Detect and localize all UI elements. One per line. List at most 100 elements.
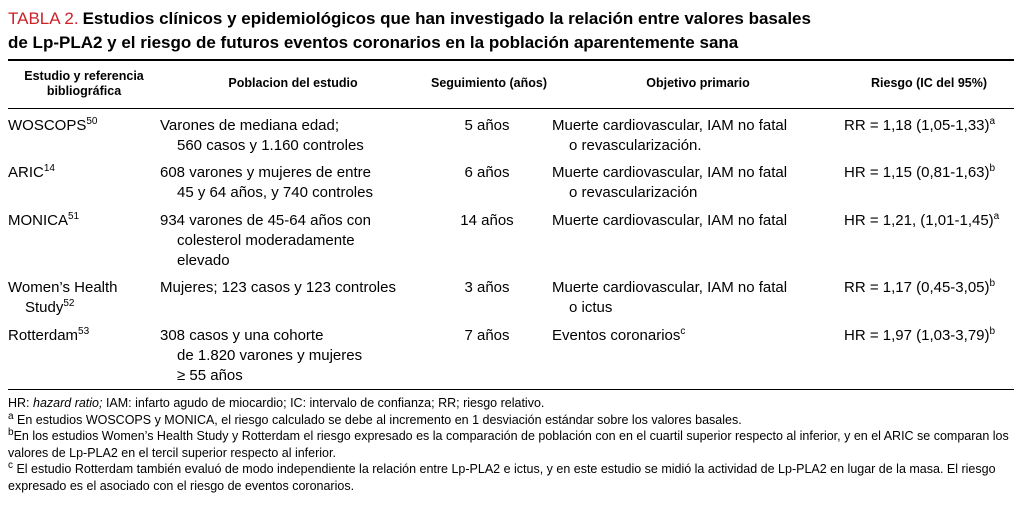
risk-ref: a bbox=[993, 211, 1000, 223]
risk-value: RR = 1,17 (0,45-3,05) bbox=[844, 279, 990, 297]
study-ref: 52 bbox=[63, 298, 75, 310]
risk-value: HR = 1,97 (1,03-3,79) bbox=[844, 327, 990, 345]
objective-cell: Muerte cardiovascular, IAM no fatal o ic… bbox=[552, 274, 844, 322]
population-line: de 1.820 varones y mujeres bbox=[177, 346, 363, 364]
table-title-part-1: Estudios clínicos y epidemiológicos que … bbox=[82, 9, 811, 28]
population-line: 608 varones y mujeres de entre bbox=[160, 164, 371, 182]
footnote-italic-text: hazard ratio; bbox=[33, 396, 103, 411]
table-row: MONICA51 934 varones de 45-64 años con c… bbox=[8, 207, 1014, 274]
objective-line: Muerte cardiovascular, IAM no fatal bbox=[552, 116, 788, 134]
risk-ref: b bbox=[989, 163, 996, 175]
footnotes: HR: hazard ratio; IAM: infarto agudo de … bbox=[8, 390, 1014, 494]
population-cell: Varones de mediana edad; 560 casos y 1.1… bbox=[160, 108, 426, 159]
risk-cell: HR = 1,21, (1,01-1,45)a bbox=[844, 207, 1014, 274]
study-cell: Rotterdam53 bbox=[8, 322, 160, 389]
objective-cell: Muerte cardiovascular, IAM no fatal o re… bbox=[552, 159, 844, 207]
header-row: Estudio y referencia bibliográfica Pobla… bbox=[8, 60, 1014, 109]
header-objective: Objetivo primario bbox=[552, 60, 844, 109]
risk-ref: b bbox=[989, 326, 996, 338]
risk-cell: RR = 1,18 (1,05-1,33)a bbox=[844, 108, 1014, 159]
bottom-divider bbox=[8, 389, 1014, 391]
study-ref: 50 bbox=[86, 115, 98, 127]
population-cell: Mujeres; 123 casos y 123 controles bbox=[160, 274, 426, 322]
followup-cell: 14 años bbox=[460, 212, 514, 230]
table-row: Women’s Health Study52 Mujeres; 123 caso… bbox=[8, 274, 1014, 322]
objective-line: Muerte cardiovascular, IAM no fatal bbox=[552, 164, 788, 182]
followup-cell: 3 años bbox=[464, 279, 510, 297]
table-row: Rotterdam53 308 casos y una cohorte de 1… bbox=[8, 322, 1014, 389]
footnote-text: HR: bbox=[8, 396, 33, 411]
footnote-text: En los estudios Women’s Health Study y R… bbox=[8, 429, 1009, 460]
objective-line: Muerte cardiovascular, IAM no fatal bbox=[552, 212, 788, 230]
followup-cell: 7 años bbox=[464, 327, 510, 345]
risk-ref: a bbox=[989, 115, 996, 127]
risk-cell: RR = 1,17 (0,45-3,05)b bbox=[844, 274, 1014, 322]
study-name: MONICA bbox=[8, 212, 68, 230]
table-row: ARIC14 608 varones y mujeres de entre 45… bbox=[8, 159, 1014, 207]
objective-cell: Eventos coronariosc bbox=[552, 322, 844, 389]
followup-cell: 6 años bbox=[464, 164, 510, 182]
paper-table-container: TABLA 2. Estudios clínicos y epidemiológi… bbox=[8, 7, 1014, 494]
objective-cell: Muerte cardiovascular, IAM no fatal bbox=[552, 207, 844, 274]
footnote-marker: c bbox=[8, 460, 13, 472]
risk-ref: b bbox=[989, 278, 996, 290]
population-line: 934 varones de 45-64 años con bbox=[160, 212, 371, 230]
risk-value: HR = 1,15 (0,81-1,63) bbox=[844, 164, 990, 182]
table-caption: TABLA 2. Estudios clínicos y epidemiológi… bbox=[8, 7, 1014, 55]
study-name: Rotterdam bbox=[8, 327, 79, 345]
footnote-text: IAM: infarto agudo de miocardio; IC: int… bbox=[102, 396, 545, 411]
footnote-marker: a bbox=[8, 410, 14, 422]
study-ref: 51 bbox=[68, 211, 80, 223]
objective-line: Eventos coronarios bbox=[552, 327, 681, 345]
footnote-c: c El estudio Rotterdam también evaluó de… bbox=[8, 461, 1014, 494]
risk-cell: HR = 1,15 (0,81-1,63)b bbox=[844, 159, 1014, 207]
table-number-label: TABLA 2. bbox=[8, 9, 79, 28]
study-cell: WOSCOPS50 bbox=[8, 108, 160, 159]
footnote-b: bEn los estudios Women’s Health Study y … bbox=[8, 428, 1014, 461]
followup-cell: 5 años bbox=[464, 116, 510, 134]
population-line: 560 casos y 1.160 controles bbox=[177, 136, 364, 154]
header-study: Estudio y referencia bibliográfica bbox=[8, 60, 160, 109]
study-cell: Women’s Health Study52 bbox=[8, 274, 160, 322]
objective-line: Muerte cardiovascular, IAM no fatal bbox=[552, 279, 788, 297]
footnote-abbreviations: HR: hazard ratio; IAM: infarto agudo de … bbox=[8, 395, 1014, 412]
risk-value: HR = 1,21, (1,01-1,45) bbox=[844, 212, 994, 230]
population-line: colesterol moderadamente bbox=[177, 231, 355, 249]
footnote-marker: b bbox=[8, 427, 14, 439]
study-name: ARIC bbox=[8, 164, 44, 182]
objective-line: o revascularización bbox=[569, 184, 698, 202]
studies-table: Estudio y referencia bibliográfica Pobla… bbox=[8, 60, 1014, 390]
study-ref: 53 bbox=[78, 326, 90, 338]
population-cell: 934 varones de 45-64 años con colesterol… bbox=[160, 207, 426, 274]
objective-line: o revascularización. bbox=[569, 136, 702, 154]
table-title-part-2: de Lp-PLA2 y el riesgo de futuros evento… bbox=[8, 32, 739, 52]
study-ref: 14 bbox=[43, 163, 55, 175]
risk-value: RR = 1,18 (1,05-1,33) bbox=[844, 116, 990, 134]
header-risk: Riesgo (IC del 95%) bbox=[844, 60, 1014, 109]
study-name: Study bbox=[25, 299, 64, 317]
objective-cell: Muerte cardiovascular, IAM no fatal o re… bbox=[552, 108, 844, 159]
population-line: Mujeres; 123 casos y 123 controles bbox=[160, 279, 396, 297]
risk-cell: HR = 1,97 (1,03-3,79)b bbox=[844, 322, 1014, 389]
population-line: 308 casos y una cohorte bbox=[160, 327, 324, 345]
study-cell: MONICA51 bbox=[8, 207, 160, 274]
header-population: Poblacion del estudio bbox=[160, 60, 426, 109]
study-cell: ARIC14 bbox=[8, 159, 160, 207]
study-name: WOSCOPS bbox=[8, 116, 87, 134]
objective-line: o ictus bbox=[569, 299, 613, 317]
title-line-1: TABLA 2. Estudios clínicos y epidemiológi… bbox=[8, 7, 1014, 31]
population-cell: 308 casos y una cohorte de 1.820 varones… bbox=[160, 322, 426, 389]
population-line: ≥ 55 años bbox=[177, 366, 243, 384]
table-row: WOSCOPS50 Varones de mediana edad; 560 c… bbox=[8, 108, 1014, 159]
footnote-a: a En estudios WOSCOPS y MONICA, el riesg… bbox=[8, 410, 1014, 429]
population-line: 45 y 64 años, y 740 controles bbox=[177, 184, 373, 202]
population-line: Varones de mediana edad; bbox=[160, 116, 340, 134]
population-cell: 608 varones y mujeres de entre 45 y 64 a… bbox=[160, 159, 426, 207]
study-name: Women’s Health bbox=[8, 279, 118, 297]
header-followup: Seguimiento (años) bbox=[426, 60, 552, 109]
footnote-text: El estudio Rotterdam también evaluó de m… bbox=[8, 462, 996, 493]
objective-ref: c bbox=[680, 326, 686, 338]
top-divider bbox=[8, 58, 1014, 61]
footnote-text: En estudios WOSCOPS y MONICA, el riesgo … bbox=[13, 412, 742, 427]
population-line: elevado bbox=[177, 251, 230, 269]
